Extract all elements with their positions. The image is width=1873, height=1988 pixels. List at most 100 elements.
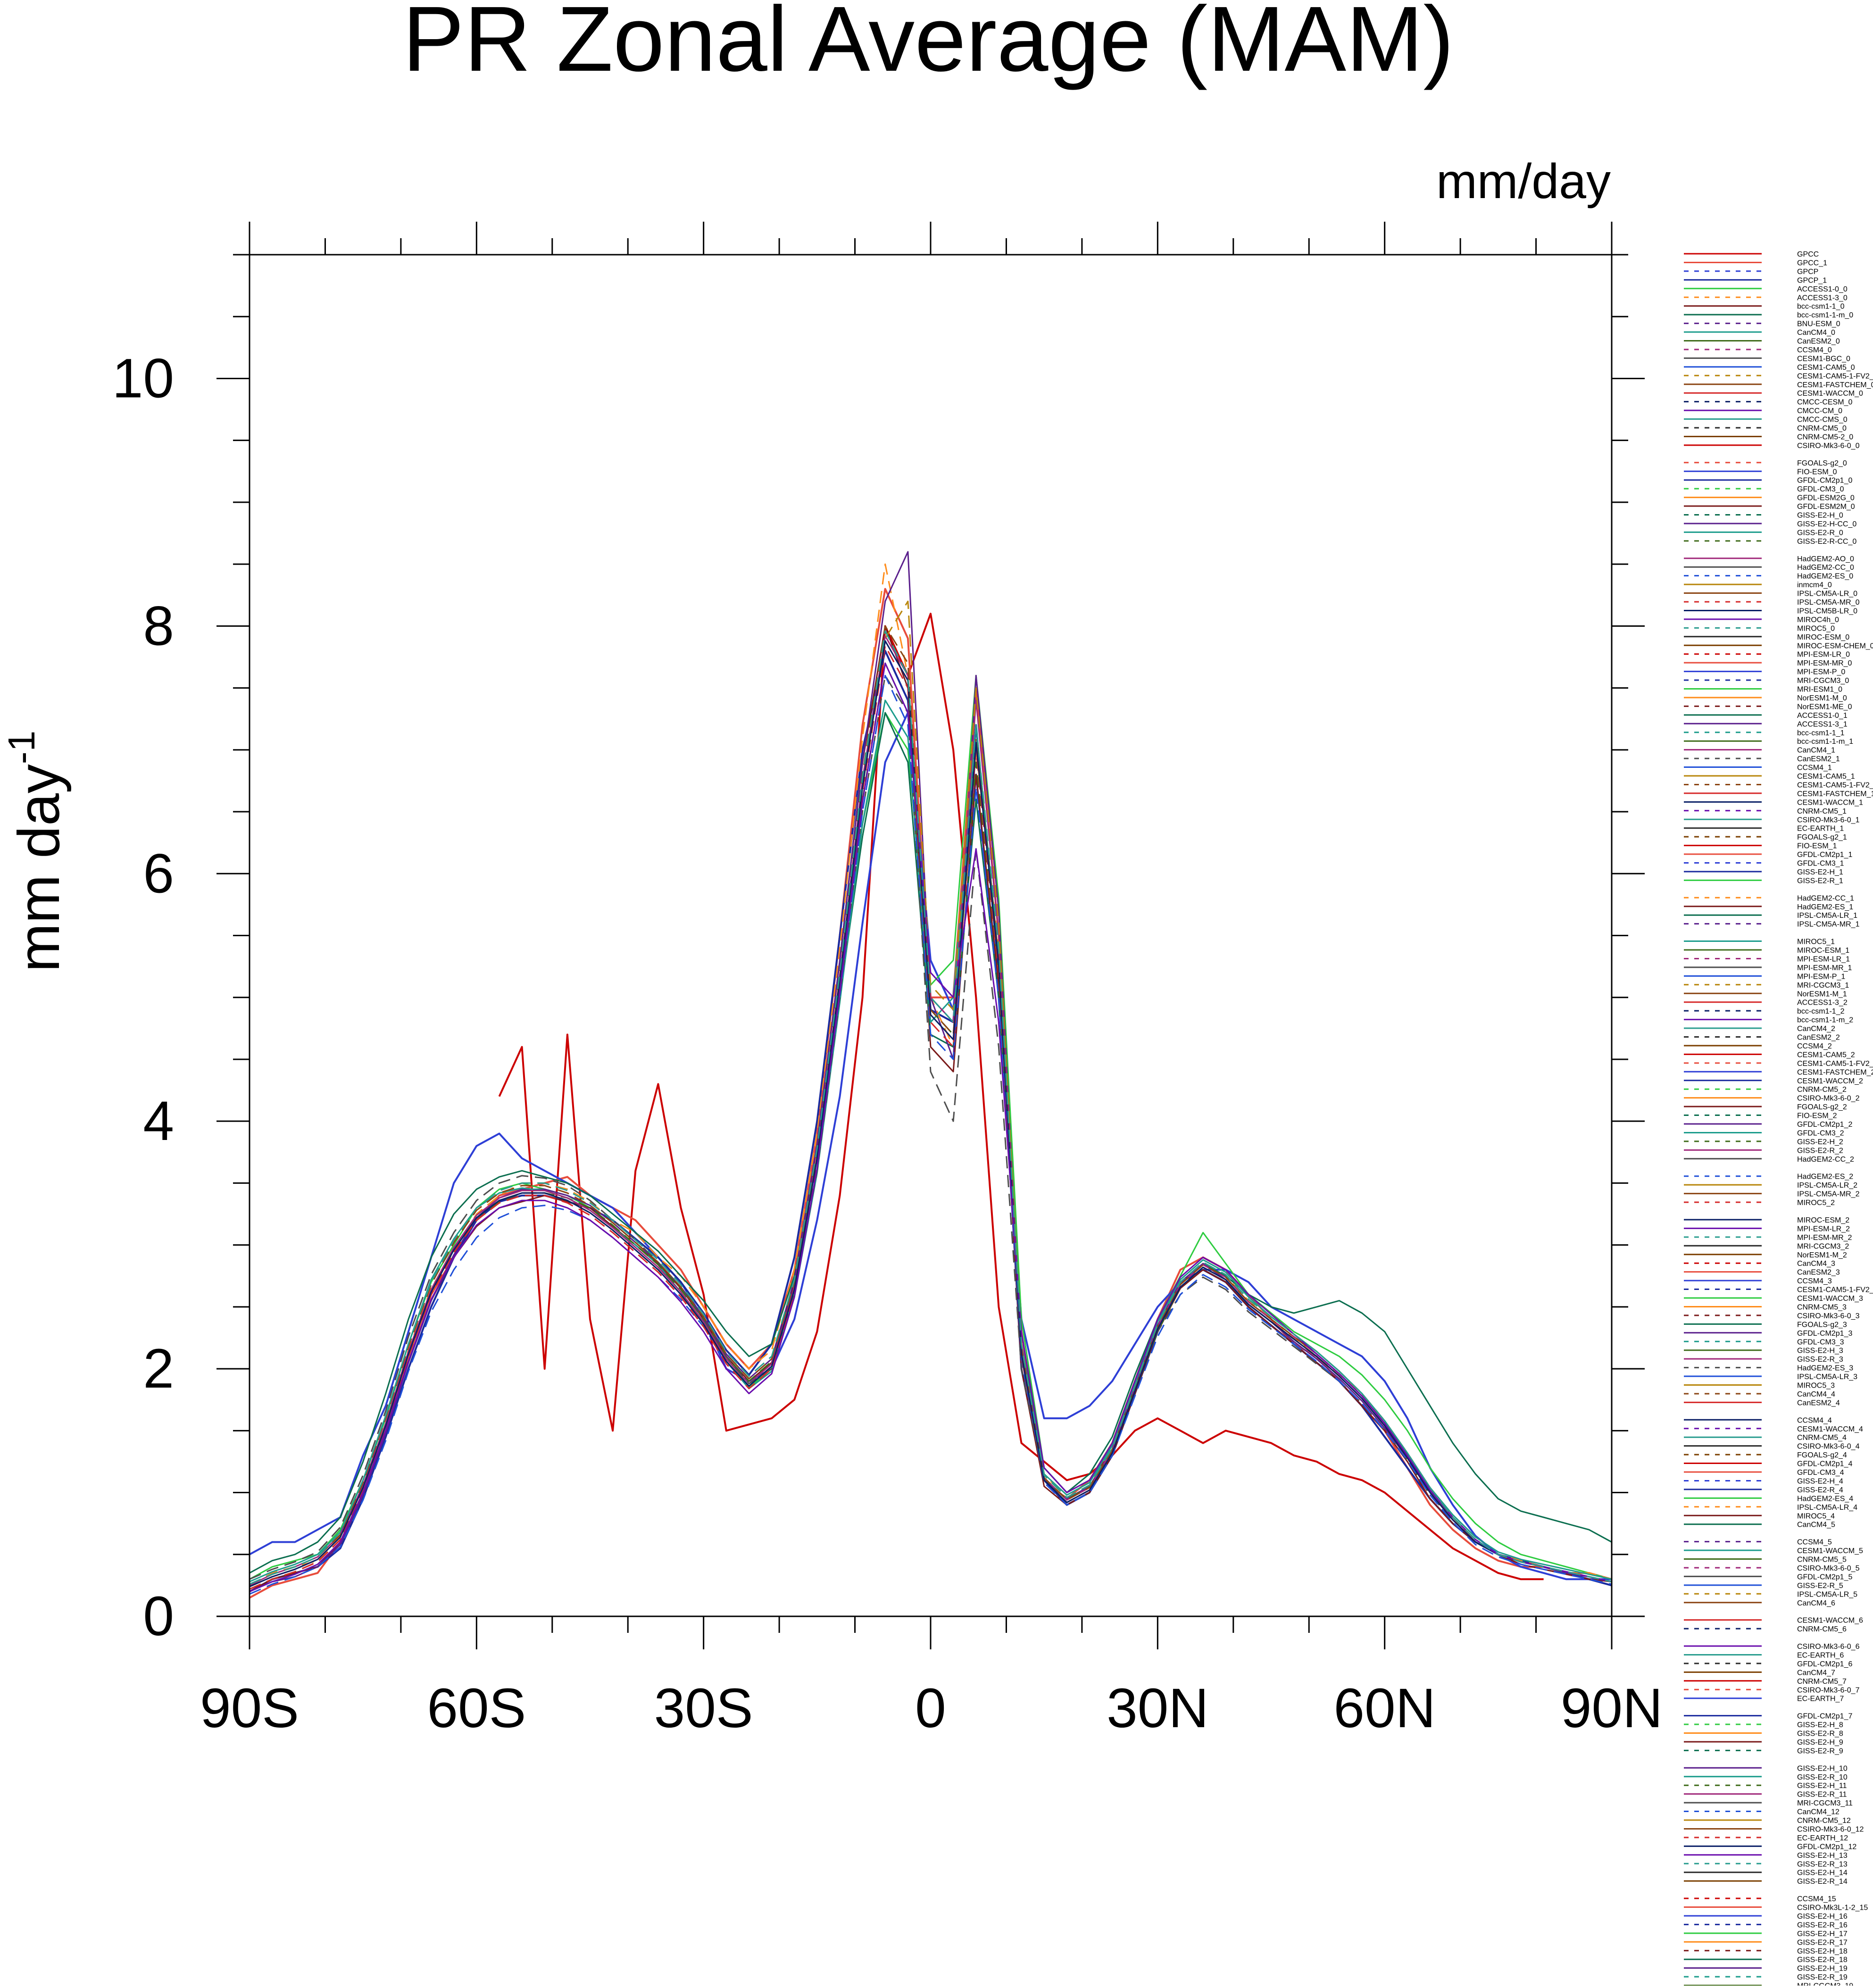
- legend-label: MIROC5_3: [1797, 1382, 1835, 1390]
- x-tick-label: 0: [915, 1677, 946, 1739]
- legend-label: CSIRO-Mk3L-1-2_15: [1797, 1904, 1868, 1912]
- legend-label: BNU-ESM_0: [1797, 320, 1840, 328]
- legend-label: GISS-E2-R_19: [1797, 1973, 1848, 1981]
- series-line-MRI-CGCM3_0: [249, 645, 1612, 1590]
- legend-label: MRI-CGCM3_0: [1797, 677, 1849, 685]
- legend-label: MRI-CGCM3_11: [1797, 1799, 1853, 1807]
- series-line-CanCM4_0: [249, 712, 1612, 1574]
- series-line-GISS-E2-R_0: [249, 662, 1612, 1592]
- legend-label: MRI-ESM1_0: [1797, 686, 1842, 694]
- legend-label: ACCESS1-3_0: [1797, 294, 1848, 302]
- series-line-GPCC: [498, 613, 1544, 1580]
- legend-label: GFDL-CM2p1_7: [1797, 1713, 1852, 1721]
- x-tick-label: 60S: [427, 1677, 526, 1739]
- legend-label: GPCC_1: [1797, 259, 1827, 267]
- legend-label: CNRM-CM5_12: [1797, 1817, 1851, 1825]
- legend-label: CNRM-CM5_6: [1797, 1625, 1847, 1633]
- legend-label: CanCM4_2: [1797, 1025, 1835, 1033]
- legend-label: MPI-ESM-LR_0: [1797, 651, 1850, 659]
- legend-label: GFDL-CM3_3: [1797, 1338, 1844, 1346]
- legend-label: IPSL-CM5A-LR_2: [1797, 1181, 1857, 1189]
- legend-label: GPCP: [1797, 268, 1818, 276]
- series-line-GPCP_1: [249, 649, 1612, 1593]
- y-axis: 0 2 4 6 8 10: [112, 254, 1645, 1647]
- legend-label: HadGEM2-ES_3: [1797, 1364, 1853, 1372]
- legend-label: GISS-E2-R_4: [1797, 1486, 1843, 1494]
- legend-label: GISS-E2-H_19: [1797, 1965, 1848, 1973]
- legend-label: MIROC5_2: [1797, 1199, 1835, 1207]
- legend-label: CSIRO-Mk3-6-0_3: [1797, 1312, 1860, 1320]
- legend-label: IPSL-CM5A-LR_0: [1797, 590, 1857, 598]
- series-line-GFDL-CM3_0: [249, 635, 1612, 1586]
- legend-label: CanCM4_4: [1797, 1390, 1835, 1398]
- legend-label: MPI-ESM-LR_1: [1797, 955, 1850, 963]
- legend-label: CESM1-CAM5-1-FV2_0: [1797, 372, 1873, 380]
- legend-label: CSIRO-Mk3-6-0_0: [1797, 442, 1860, 450]
- y-tick-label: 2: [143, 1338, 174, 1400]
- series-line-IPSL-CM5A-LR_0: [249, 674, 1612, 1595]
- legend-label: FGOALS-g2_0: [1797, 459, 1847, 467]
- series-line-MIROC5_0: [249, 600, 1612, 1588]
- legend-label: GFDL-CM3_0: [1797, 485, 1844, 493]
- legend-label: GISS-E2-R_14: [1797, 1878, 1848, 1886]
- legend-label: GISS-E2-R_16: [1797, 1921, 1848, 1929]
- legend-label: MIROC-ESM_0: [1797, 633, 1849, 641]
- legend-label: EC-EARTH_7: [1797, 1695, 1844, 1703]
- legend-label: MPI-ESM-MR_0: [1797, 659, 1852, 667]
- legend-label: FGOALS-g2_1: [1797, 833, 1847, 841]
- y-axis-label-text: mm day-1: [0, 731, 72, 972]
- legend-label: CESM1-CAM5-1-FV2_1: [1797, 781, 1873, 789]
- legend-label: CESM1-CAM5_2: [1797, 1051, 1855, 1059]
- legend-label: IPSL-CM5A-MR_2: [1797, 1190, 1860, 1198]
- units-label: mm/day: [1436, 154, 1611, 209]
- legend-label: CCSM4_4: [1797, 1416, 1832, 1424]
- legend-label: CanCM4_5: [1797, 1521, 1835, 1529]
- legend-label: GFDL-CM2p1_6: [1797, 1660, 1852, 1668]
- legend-label: MRI-CGCM3_1: [1797, 982, 1849, 990]
- legend-label: GISS-E2-R_17: [1797, 1938, 1848, 1946]
- legend-label: CanESM2_3: [1797, 1269, 1840, 1277]
- legend-label: GFDL-CM3_4: [1797, 1469, 1844, 1477]
- legend-label: IPSL-CM5A-LR_5: [1797, 1590, 1857, 1598]
- legend-label: MPI-ESM-MR_1: [1797, 964, 1852, 972]
- legend-label: ACCESS1-3_2: [1797, 999, 1848, 1007]
- legend-label: GISS-E2-H_3: [1797, 1347, 1843, 1355]
- legend-label: CanESM2_1: [1797, 755, 1840, 763]
- legend-label: GISS-E2-R_11: [1797, 1791, 1847, 1799]
- series-line-GPCC_1: [249, 588, 1612, 1599]
- legend-label: CCSM4_0: [1797, 346, 1832, 354]
- legend-label: CMCC-CESM_0: [1797, 399, 1852, 407]
- x-tick-label: 90N: [1561, 1677, 1663, 1739]
- legend-label: MPI-ESM-P_0: [1797, 668, 1845, 676]
- legend-label: CSIRO-Mk3-6-0_4: [1797, 1443, 1860, 1451]
- legend-label: GFDL-CM3_2: [1797, 1129, 1844, 1137]
- legend-label: HadGEM2-CC_2: [1797, 1156, 1854, 1164]
- legend-label: MIROC5_4: [1797, 1512, 1835, 1520]
- series-line-HadGEM2-ES_0: [249, 674, 1612, 1582]
- legend-label: EC-EARTH_1: [1797, 825, 1844, 833]
- legend-label: MIROC4h_0: [1797, 616, 1839, 624]
- legend-label: MPI-ESM-LR_2: [1797, 1225, 1850, 1233]
- x-tick-label: 90S: [200, 1677, 299, 1739]
- legend-label: CESM1-WACCM_4: [1797, 1425, 1863, 1433]
- legend-label: GFDL-ESM2G_0: [1797, 494, 1855, 502]
- legend-label: GFDL-CM2p1_1: [1797, 851, 1852, 859]
- legend-label: IPSL-CM5A-MR_1: [1797, 921, 1860, 929]
- series-line-ACCESS1-0_0: [249, 674, 1612, 1580]
- legend-label: CanESM2_2: [1797, 1034, 1840, 1042]
- legend-label: IPSL-CM5A-LR_4: [1797, 1504, 1857, 1512]
- legend-label: CMCC-CMS_0: [1797, 416, 1848, 424]
- legend-label: CCSM4_15: [1797, 1895, 1836, 1903]
- legend-label: ACCESS1-3_1: [1797, 720, 1848, 728]
- legend-label: CESM1-FASTCHEM_1: [1797, 790, 1873, 798]
- legend-label: HadGEM2-ES_1: [1797, 903, 1853, 911]
- legend-label: GISS-E2-H_2: [1797, 1138, 1843, 1146]
- legend-label: CCSM4_5: [1797, 1539, 1832, 1547]
- legend-label: GISS-E2-R-CC_0: [1797, 538, 1856, 546]
- y-axis-label-base: mm day: [7, 764, 72, 972]
- legend-label: MIROC5_1: [1797, 938, 1835, 946]
- legend-label: CNRM-CM5-2_0: [1797, 433, 1853, 441]
- y-tick-label: 4: [143, 1090, 174, 1152]
